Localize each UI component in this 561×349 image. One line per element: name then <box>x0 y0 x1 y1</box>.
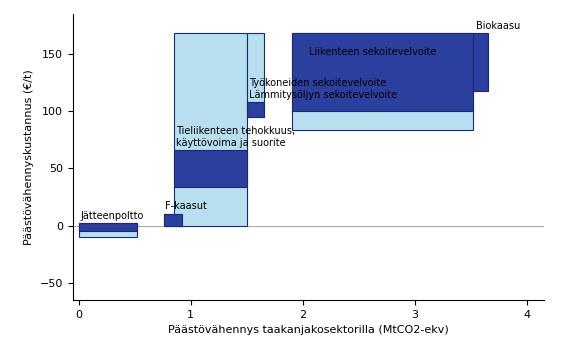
Text: Biokaasu: Biokaasu <box>476 21 520 31</box>
Bar <box>79 223 137 237</box>
Bar <box>164 214 182 226</box>
Bar <box>174 34 247 226</box>
Bar <box>247 34 264 117</box>
Bar <box>292 34 473 129</box>
Bar <box>174 150 247 187</box>
Bar <box>164 214 182 226</box>
Bar <box>79 223 137 231</box>
Bar <box>473 34 488 91</box>
Bar <box>247 102 264 117</box>
Text: Tieliikenteen tehokkuus,
käyttövoima ja suorite: Tieliikenteen tehokkuus, käyttövoima ja … <box>176 126 295 148</box>
Bar <box>292 34 473 111</box>
Text: F-kaasut: F-kaasut <box>165 201 207 211</box>
Y-axis label: Päästövähennyskustannus (€/t): Päästövähennyskustannus (€/t) <box>24 69 34 245</box>
Text: Liikenteen sekoitevelvoite: Liikenteen sekoitevelvoite <box>309 47 436 58</box>
Text: Työkoneiden sekoitevelvoite
Lämmitysöljyn sekoitevelvoite: Työkoneiden sekoitevelvoite Lämmitysöljy… <box>249 78 397 100</box>
X-axis label: Päästövähennys taakanjakosektorilla (MtCO2-ekv): Päästövähennys taakanjakosektorilla (MtC… <box>168 325 449 335</box>
Text: Jätteenpoltto: Jätteenpoltto <box>81 211 144 221</box>
